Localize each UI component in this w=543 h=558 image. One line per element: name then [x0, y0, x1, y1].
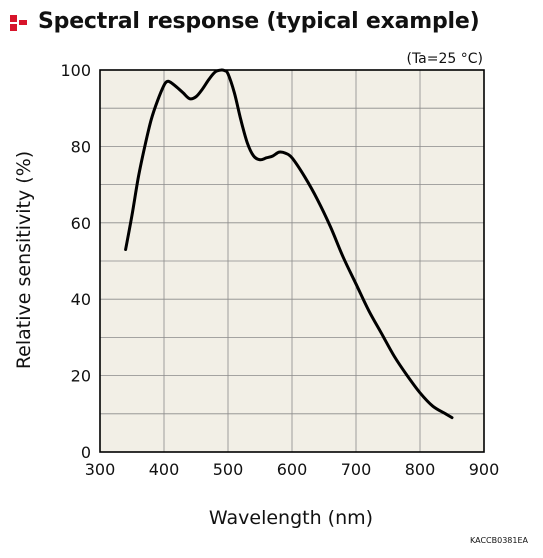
x-tick-label: 300: [85, 460, 116, 479]
figure-code: KACCB0381EA: [470, 536, 529, 545]
condition-label: (Ta=25 °C): [406, 51, 483, 67]
page-title: Spectral response (typical example): [38, 8, 480, 34]
y-tick-label: 40: [71, 290, 91, 309]
y-tick-label: 20: [71, 367, 91, 386]
x-tick-label: 600: [277, 460, 308, 479]
y-tick-label: 100: [60, 61, 91, 80]
y-tick-label: 60: [71, 214, 91, 233]
x-tick-labels: 300 400 500 600 700 800 900: [85, 460, 500, 479]
x-tick-label: 900: [469, 460, 500, 479]
series-line: [124, 68, 454, 420]
logo-icon: [10, 11, 30, 31]
x-tick-label: 800: [405, 460, 436, 479]
header: Spectral response (typical example): [10, 4, 480, 38]
x-tick-label: 700: [341, 460, 372, 479]
plot-frame: [99, 69, 485, 453]
x-tick-label: 500: [213, 460, 244, 479]
grid: [100, 70, 484, 452]
x-axis-label: Wavelength (nm): [209, 507, 373, 529]
x-tick-label: 400: [149, 460, 180, 479]
y-axis-label: Relative sensitivity (%): [13, 151, 35, 369]
y-tick-label: 80: [71, 137, 91, 156]
y-tick-label: 0: [81, 443, 91, 462]
y-tick-labels: 0 20 40 60 80 100: [60, 61, 91, 462]
